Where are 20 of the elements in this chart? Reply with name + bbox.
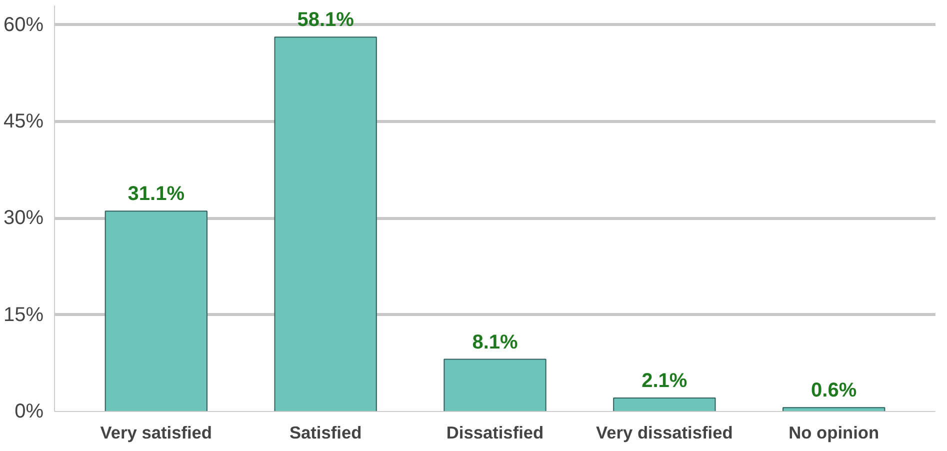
data-label: 2.1% <box>642 370 688 392</box>
x-tick-label: No opinion <box>788 422 880 442</box>
data-label: 8.1% <box>472 331 518 354</box>
x-tick-label: Very dissatisfied <box>596 422 733 442</box>
y-tick-label: 30% <box>3 207 44 230</box>
x-tick-label: Satisfied <box>289 422 362 442</box>
data-label: 0.6% <box>811 380 857 402</box>
y-tick-label: 45% <box>3 110 44 132</box>
data-label: 58.1% <box>297 9 354 32</box>
y-tick-label: 15% <box>3 304 44 326</box>
bar <box>782 407 886 412</box>
x-tick-label: Very satisfied <box>100 422 212 442</box>
bar <box>274 36 377 412</box>
y-tick-label: 60% <box>3 14 44 36</box>
data-label: 31.1% <box>128 183 185 206</box>
bar <box>613 397 716 412</box>
bar <box>104 210 208 412</box>
bar <box>444 358 546 412</box>
x-tick-label: Dissatisfied <box>446 422 544 442</box>
y-tick-label: 0% <box>14 400 44 422</box>
